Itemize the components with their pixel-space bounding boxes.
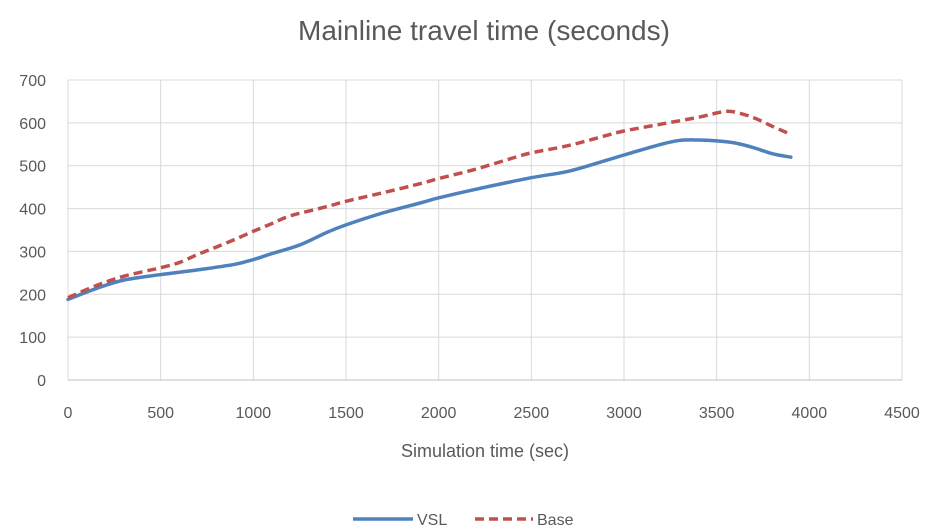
series-line-vsl — [66, 138, 793, 302]
x-tick-label: 4500 — [884, 405, 920, 422]
y-tick-label: 0 — [37, 373, 46, 390]
x-tick-label: 0 — [64, 405, 73, 422]
x-tick-label: 2000 — [421, 405, 457, 422]
y-tick-label: 500 — [19, 159, 46, 176]
y-tick-label: 200 — [19, 287, 46, 304]
x-axis-title: Simulation time (sec) — [401, 441, 569, 461]
legend-label: VSL — [417, 512, 447, 529]
x-tick-label: 1500 — [328, 405, 364, 422]
y-tick-label: 100 — [19, 330, 46, 347]
x-tick-label: 4000 — [792, 405, 828, 422]
series-line-base — [67, 109, 792, 300]
x-tick-label: 2500 — [514, 405, 550, 422]
gridlines — [68, 79, 903, 380]
chart-title: Mainline travel time (seconds) — [298, 15, 670, 46]
y-tick-label: 400 — [19, 202, 46, 219]
legend-label: Base — [537, 512, 574, 529]
y-tick-label: 600 — [19, 116, 46, 133]
legend-item-base: Base — [475, 512, 574, 529]
legend: VSL Base — [353, 512, 574, 529]
y-tick-label: 300 — [19, 244, 46, 261]
legend-item-vsl: VSL — [353, 512, 447, 529]
x-tick-label: 3500 — [699, 405, 735, 422]
x-tick-label: 3000 — [606, 405, 642, 422]
x-tick-label: 500 — [147, 405, 174, 422]
series-lines — [66, 109, 793, 302]
axes: 0 100 200 300 400 500 600 700 0 500 1000 1500 2000 25… — [19, 73, 920, 422]
y-tick-label: 700 — [19, 73, 46, 90]
x-tick-label: 1000 — [236, 405, 272, 422]
